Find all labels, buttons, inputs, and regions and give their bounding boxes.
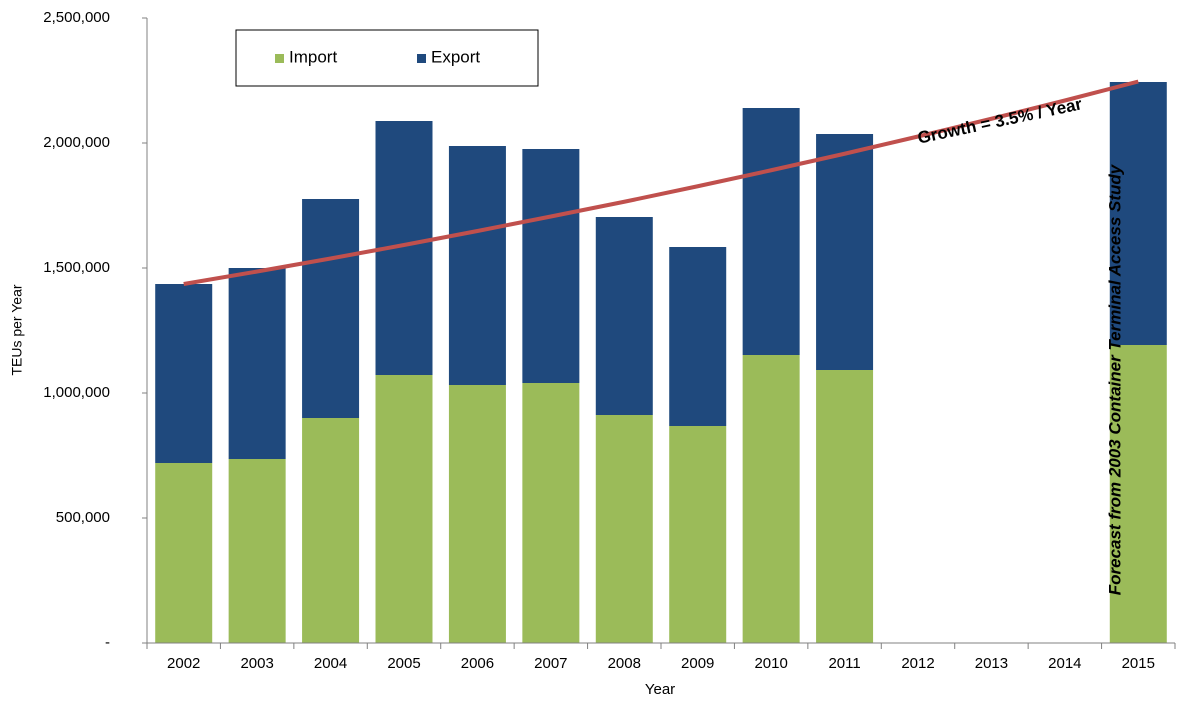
bar-segment	[669, 247, 727, 426]
bar-segment	[228, 459, 286, 643]
y-tick-label: 2,500,000	[43, 9, 110, 26]
bar-segment	[816, 134, 874, 370]
bar-segment	[816, 370, 874, 643]
x-tick-label: 2015	[1122, 655, 1155, 672]
y-axis-title: TEUs per Year	[9, 284, 25, 375]
legend-label: Import	[289, 47, 337, 66]
x-tick-label: 2002	[167, 655, 200, 672]
legend-label: Export	[431, 47, 480, 66]
y-tick-label: 1,000,000	[43, 384, 110, 401]
bar-segment	[448, 146, 506, 385]
legend-swatch	[417, 54, 426, 63]
x-tick-label: 2010	[754, 655, 787, 672]
x-tick-label: 2007	[534, 655, 567, 672]
bar-segment	[1109, 82, 1167, 345]
legend-swatch	[275, 54, 284, 63]
x-tick-label: 2011	[828, 655, 860, 672]
trend-line	[183, 79, 1139, 286]
bar-segment	[522, 383, 580, 643]
bar-segment	[1109, 345, 1167, 643]
y-tick-label: 1,500,000	[43, 259, 110, 276]
x-tick-label: 2012	[901, 655, 934, 672]
forecast-annotation: Forecast from 2003 Container Terminal Ac…	[1105, 163, 1124, 595]
bar-segment	[742, 355, 800, 643]
legend-box	[235, 29, 539, 87]
bar-segment	[595, 415, 653, 643]
bar-segment	[302, 199, 360, 418]
bar-segment	[595, 217, 653, 415]
x-tick-label: 2008	[608, 655, 641, 672]
bar-segment	[522, 149, 580, 383]
bar-segment	[155, 284, 213, 463]
x-tick-label: 2013	[975, 655, 1008, 672]
x-tick-label: 2005	[387, 655, 420, 672]
y-tick-label: 2,000,000	[43, 134, 110, 151]
bar-segment	[375, 375, 433, 643]
bar-segment	[448, 385, 506, 643]
trend-label: Growth = 3.5% / Year	[916, 94, 1084, 147]
x-tick-label: 2009	[681, 655, 714, 672]
bar-segment	[228, 268, 286, 459]
x-tick-label: 2003	[240, 655, 273, 672]
y-tick-label: -	[105, 634, 110, 651]
bar-segment	[302, 418, 360, 643]
x-tick-label: 2004	[314, 655, 347, 672]
bar-segment	[155, 463, 213, 643]
x-tick-label: 2014	[1048, 655, 1081, 672]
bar-segment	[669, 426, 727, 643]
bar-segment	[742, 108, 800, 355]
x-axis-title: Year	[645, 681, 675, 698]
y-tick-label: 500,000	[56, 509, 110, 526]
x-tick-label: 2006	[461, 655, 494, 672]
